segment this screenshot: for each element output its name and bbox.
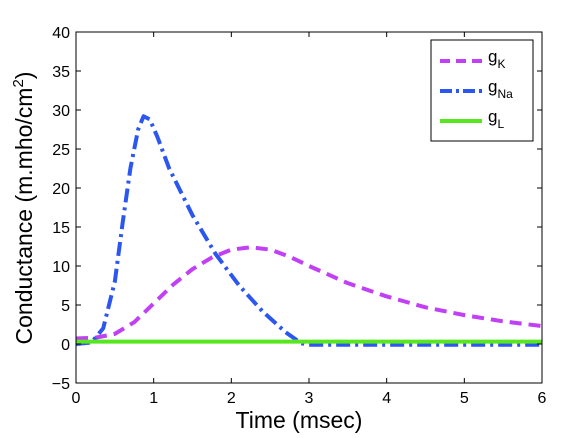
x-tick-label: 2	[227, 390, 236, 407]
y-tick-label: 15	[52, 220, 70, 237]
legend-label-g-na: gNa	[488, 77, 513, 101]
y-tick-label: 40	[52, 25, 70, 42]
y-tick-label: 30	[52, 103, 70, 120]
x-tick-label: 3	[305, 390, 314, 407]
series-line-g-k	[76, 245, 542, 341]
y-tick-label: −5	[52, 376, 70, 393]
y-tick-label: 25	[52, 142, 70, 159]
y-tick-label: 10	[52, 259, 70, 276]
legend-label-g-l: gL	[488, 107, 504, 131]
x-tick-label: 1	[149, 390, 158, 407]
x-tick-label: 6	[538, 390, 547, 407]
x-tick-label: 0	[72, 390, 81, 407]
y-tick-label: 20	[52, 181, 70, 198]
series-line-g-na	[76, 114, 542, 347]
x-axis-label: Time (msec)	[236, 407, 363, 433]
y-tick-label: 35	[52, 64, 70, 81]
legend: gK gNa gL	[430, 39, 534, 142]
x-tick-label: 4	[382, 390, 391, 407]
y-tick-label: 0	[61, 337, 70, 354]
legend-label-g-k: gK	[488, 47, 505, 71]
x-tick-label: 5	[460, 390, 469, 407]
y-tick-label: 5	[61, 298, 70, 315]
y-axis-label: Conductance (m.mho/cm2)	[10, 72, 37, 345]
